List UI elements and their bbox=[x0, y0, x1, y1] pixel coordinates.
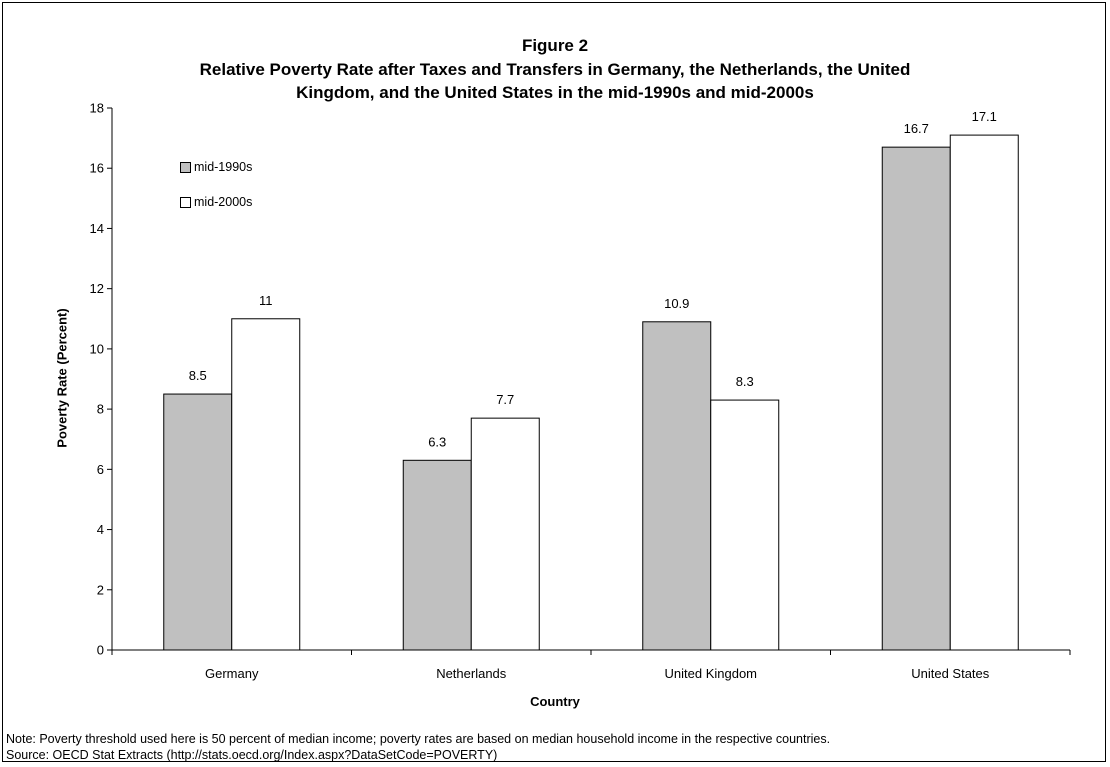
y-tick-label: 12 bbox=[90, 281, 104, 296]
chart-title-line-3: Kingdom, and the United States in the mi… bbox=[296, 83, 814, 102]
x-tick-label: United Kingdom bbox=[665, 666, 758, 681]
data-label-mid-1990s: 16.7 bbox=[904, 121, 929, 136]
bar-mid-2000s bbox=[231, 318, 301, 651]
bar-mid-2000s bbox=[710, 399, 780, 651]
legend-item-mid-2000s: mid-2000s bbox=[180, 195, 252, 209]
legend-item-mid-1990s: mid-1990s bbox=[180, 160, 252, 174]
chart-source: Source: OECD Stat Extracts (http://stats… bbox=[6, 748, 498, 762]
bar-mid-2000s bbox=[470, 417, 540, 651]
x-tick-label: United States bbox=[911, 666, 990, 681]
y-axis-label: Poverty Rate (Percent) bbox=[54, 308, 70, 448]
data-label-mid-1990s: 10.9 bbox=[664, 296, 689, 311]
data-label-mid-1990s: 6.3 bbox=[428, 434, 446, 449]
y-tick-label: 2 bbox=[97, 582, 104, 597]
y-tick-label: 8 bbox=[97, 402, 104, 417]
bar-mid-1990s bbox=[881, 146, 951, 651]
data-label-mid-1990s: 8.5 bbox=[189, 368, 207, 383]
data-label-mid-2000s: 17.1 bbox=[972, 109, 997, 124]
y-tick-label: 14 bbox=[90, 221, 104, 236]
data-label-mid-2000s: 8.3 bbox=[736, 374, 754, 389]
bar-mid-1990s bbox=[642, 321, 712, 651]
chart-note: Note: Poverty threshold used here is 50 … bbox=[6, 732, 831, 746]
y-tick-label: 6 bbox=[97, 462, 104, 477]
bar-mid-2000s bbox=[949, 134, 1019, 651]
chart-title-line-1: Figure 2 bbox=[521, 36, 589, 55]
legend-swatch-mid-2000s bbox=[180, 196, 191, 208]
legend-swatch-mid-1990s bbox=[180, 161, 191, 173]
y-tick-label: 4 bbox=[97, 522, 104, 537]
chart-title-line-2: Relative Poverty Rate after Taxes and Tr… bbox=[199, 60, 911, 79]
x-tick-label: Netherlands bbox=[436, 666, 507, 681]
legend-label-mid-2000s: mid-2000s bbox=[194, 195, 253, 209]
bar-mid-1990s bbox=[402, 459, 472, 651]
data-label-mid-2000s: 11 bbox=[259, 293, 273, 308]
y-tick-label: 10 bbox=[90, 341, 104, 356]
x-axis-label: Country bbox=[530, 694, 580, 709]
x-tick-label: Germany bbox=[205, 666, 259, 681]
bar-mid-1990s bbox=[163, 393, 233, 651]
y-tick-label: 0 bbox=[97, 643, 104, 658]
y-tick-label: 16 bbox=[90, 161, 104, 176]
legend-label-mid-1990s: mid-1990s bbox=[194, 160, 253, 174]
y-tick-label: 18 bbox=[90, 101, 104, 116]
data-label-mid-2000s: 7.7 bbox=[496, 392, 514, 407]
